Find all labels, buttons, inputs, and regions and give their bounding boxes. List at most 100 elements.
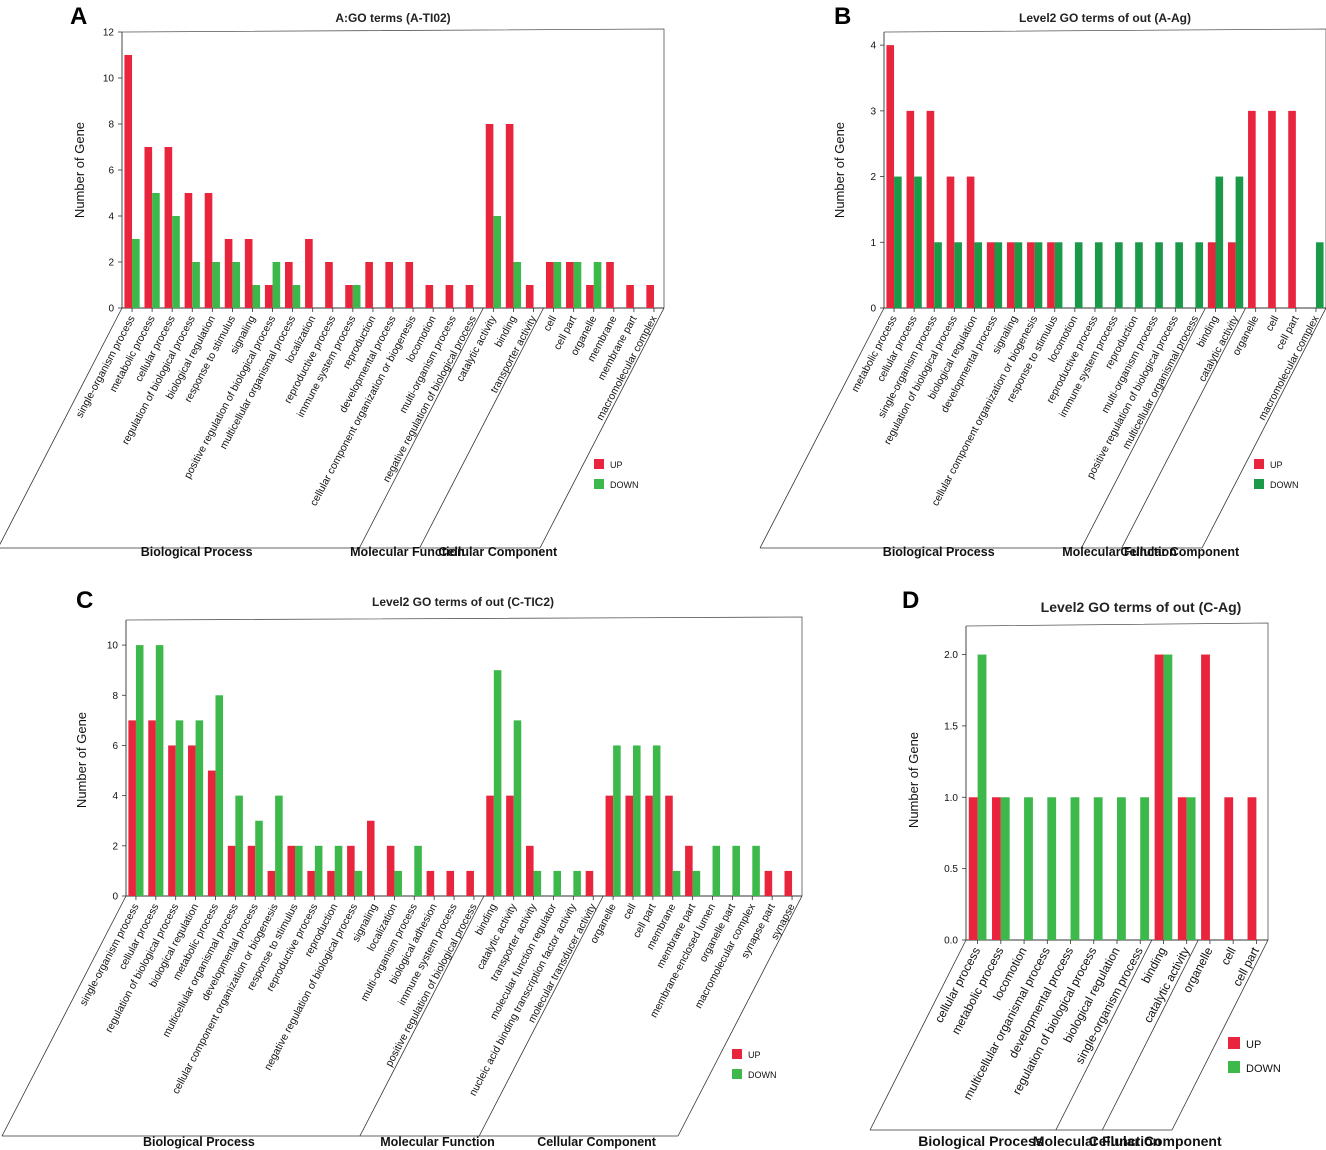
bar-up [287,845,295,896]
bar-down [252,285,261,308]
plot-border [883,28,1326,308]
group-label: Cellular Component [1120,545,1240,559]
bar-up [886,45,895,309]
bar-up [426,870,435,896]
bar-up [992,797,1001,940]
bar-up [1027,242,1035,308]
bar-down [934,242,942,308]
chart-title: Level2 GO terms of out (A-Ag) [1019,11,1191,25]
bar-up [1201,654,1210,940]
bar-up [365,262,373,308]
bar-down [1215,176,1224,308]
bar-down [914,176,922,308]
bar-down [292,285,301,308]
bar-down [352,285,361,308]
y-axis-label: Number of Gene [832,122,847,218]
legend-down-swatch [732,1069,742,1079]
category-label: cell [541,314,559,334]
bar-up [124,55,133,308]
bar-down [354,870,363,896]
legend-down-label: DOWN [610,480,639,490]
bar-down [155,645,164,896]
bar-down [593,262,602,308]
group-label: Biological Process [918,1133,1043,1149]
bar-up [1006,242,1015,308]
group-separator [869,939,967,1131]
legend-down-swatch [1254,479,1264,489]
bar-up [345,285,353,308]
y-tick-label: 4 [108,212,114,223]
category-label: cell [1263,314,1281,334]
legend-up-swatch [1228,1037,1240,1049]
bar-up [144,147,153,308]
bar-down [132,239,140,308]
bar-down [994,242,1003,308]
y-tick-label: 0.0 [944,936,958,947]
legend-up-label: UP [748,1050,761,1060]
bar-down [1000,797,1010,940]
bar-down [314,845,323,896]
bar-up [227,845,236,896]
bar-down [152,193,160,308]
bar-down [954,242,962,308]
bar-up [247,845,256,896]
bar-down [192,262,200,308]
group-label: Cellular Component [537,1135,657,1149]
bar-down [1094,242,1103,308]
bar-down [692,870,701,896]
bar-up [585,870,594,896]
bar-up [184,193,193,308]
panel-letter: B [834,3,851,30]
y-tick-label: 1.0 [944,793,958,804]
chart-panel-a: A A:GO terms (A-TI02) Number of Gene 0 2 4 6 8 1… [0,3,665,559]
bar-down [553,870,562,896]
bar-down [275,795,283,896]
group-label: Molecular Function [1062,545,1177,559]
bar-up [784,870,793,896]
y-tick-label: 1 [870,238,876,249]
bar-down [272,262,281,308]
bar-down [493,670,502,896]
bar-down [1186,797,1196,940]
legend-up-swatch [1254,459,1264,469]
legend-down-swatch [594,479,604,489]
bar-up [1247,797,1257,940]
bar-up [267,870,276,896]
bar-up [1268,110,1276,308]
bar-down [195,720,204,896]
y-tick-label: 4 [112,791,118,802]
bar-up [224,239,233,308]
bar-up [764,870,773,896]
bar-up [188,745,196,896]
group-separator [358,307,484,549]
y-tick-label: 0 [108,304,114,315]
group-separator [1055,939,1153,1131]
bar-down [1054,242,1063,308]
bar-up [405,262,414,308]
bar-up [626,285,634,308]
bar-down [672,870,681,896]
bar-up [906,110,915,308]
y-tick-label: 0.5 [944,864,958,875]
chart-panel-c: C Level2 GO terms of out (C-TIC2) Number o… [1,587,803,1149]
bar-down [573,870,581,896]
bar-down [652,745,661,896]
group-separator [539,307,665,549]
panel-letter: A [70,3,87,30]
bar-up [386,845,395,896]
legend-up-label: UP [1270,460,1283,470]
bar-down [235,795,243,896]
bar-down [573,262,582,308]
bar-down [1093,797,1103,940]
bar-up [1224,797,1234,940]
chart-title: Level2 GO terms of out (C-TIC2) [372,595,554,609]
bar-down [974,242,983,308]
bar-down [1175,242,1183,308]
bar-down [1235,176,1244,308]
group-label: Biological Process [883,545,995,559]
bar-down [1117,797,1126,940]
plot-border [965,622,1269,940]
bar-up [586,285,594,308]
bar-up [244,239,253,308]
group-separator [1101,939,1199,1131]
